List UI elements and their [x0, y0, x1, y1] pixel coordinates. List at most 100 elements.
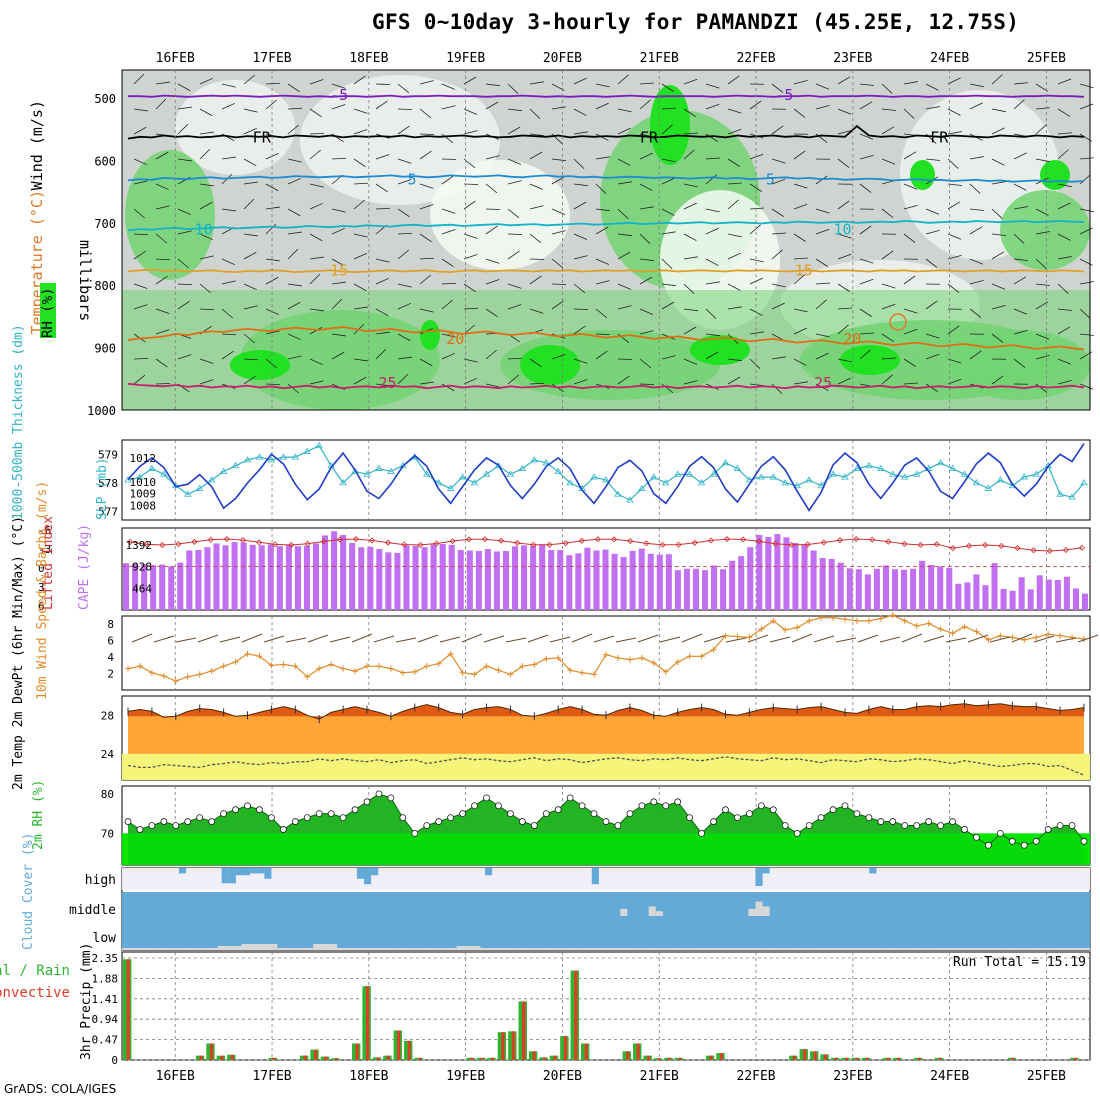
wind-marker: [460, 670, 466, 676]
rh-high-1: [230, 350, 290, 380]
cloud-low-bar: [720, 948, 732, 950]
rh-marker: [962, 826, 968, 832]
cloud-high-bar: [257, 868, 264, 873]
cape-bar: [919, 561, 925, 610]
cloud-low-bar: [158, 948, 170, 950]
surface-barb: [396, 638, 416, 642]
cloud-mid-bar: [649, 906, 656, 916]
rh-marker: [854, 811, 860, 817]
date-bottom-label: 17FEB: [252, 1069, 291, 1084]
cape-ytick: 464: [132, 582, 152, 595]
cape-bar: [575, 553, 581, 610]
cloud-low-bar: [301, 948, 313, 950]
cloud-mid-low-band: [122, 892, 1090, 950]
cloud-low-bar: [325, 944, 337, 950]
cape-bar: [422, 547, 428, 610]
wind-ytick: 8: [107, 618, 114, 631]
cloud-low-bar: [1030, 948, 1042, 950]
wind-marker: [328, 662, 334, 668]
date-top-label: 23FEB: [833, 51, 872, 66]
surface-barb: [968, 635, 988, 642]
cloud-low-bar: [206, 948, 218, 950]
rh-shade-low-band: [122, 290, 1090, 410]
cape-bar: [892, 569, 898, 610]
rh-marker: [818, 815, 824, 821]
cape-bar: [177, 563, 183, 610]
cape-bar: [467, 550, 473, 610]
wind-marker: [340, 666, 346, 672]
cloud-level-label: low: [93, 931, 117, 946]
precip-legend-convective: Convective: [0, 985, 70, 1001]
cape-bar: [512, 546, 518, 610]
cloud-low-bar: [504, 948, 516, 950]
rh-shade-12: [1000, 190, 1090, 270]
cloud-low-bar: [708, 948, 720, 950]
wind-marker: [687, 653, 693, 659]
convective-bar: [376, 1057, 379, 1060]
cloud-low-bar: [911, 948, 923, 950]
cloud-low-bar: [887, 948, 899, 950]
convective-bar: [866, 1058, 869, 1060]
below-24-band: [122, 754, 1090, 780]
surface-barb: [132, 634, 152, 642]
cloud-low-bar: [349, 948, 361, 950]
wind-marker: [926, 620, 932, 626]
rh-marker: [985, 842, 991, 848]
cloud-low-bar: [743, 948, 755, 950]
cape-bar: [955, 584, 961, 610]
date-bottom-label: 20FEB: [543, 1069, 582, 1084]
slp-ylabel: SLP (mb): [95, 457, 110, 520]
cloud-low-bar: [863, 948, 875, 950]
convective-bar: [481, 1058, 484, 1060]
cape-bar: [458, 550, 464, 610]
date-top-label: 25FEB: [1027, 51, 1066, 66]
cape-bar: [639, 549, 645, 610]
convective-bar: [1074, 1058, 1077, 1060]
slp-ytick: 1012: [130, 452, 157, 465]
cloud-mid-bar: [656, 911, 663, 916]
convective-bar: [397, 1030, 400, 1060]
rh-marker: [460, 811, 466, 817]
date-bottom-label: 23FEB: [833, 1069, 872, 1084]
temp-ylabel: 2m Temp 2m DewPt (6hr Min/Max) (°C): [11, 516, 26, 790]
rh-marker: [352, 807, 358, 813]
rh-marker: [173, 823, 179, 829]
convective-bar: [824, 1054, 827, 1060]
wind-marker: [890, 612, 896, 618]
convective-bar: [512, 1031, 515, 1060]
cape-bar: [593, 550, 599, 610]
cloud-low-bar: [803, 948, 815, 950]
cape-bar: [259, 545, 265, 610]
rh-marker: [209, 819, 215, 825]
cape-bar: [539, 544, 545, 610]
cloud-high-bar: [869, 868, 876, 873]
wind-marker: [950, 630, 956, 636]
surface-barb: [814, 636, 834, 642]
date-top-label: 19FEB: [446, 51, 485, 66]
cloud-high-bar: [250, 868, 257, 873]
cape-bar: [566, 555, 572, 610]
rh-marker: [866, 815, 872, 821]
cape-bar: [991, 563, 997, 610]
cape-bar: [1001, 589, 1007, 610]
cape-bar: [223, 545, 229, 610]
precip-ytick: 0.47: [92, 1034, 119, 1047]
cloud-low-bar: [457, 946, 469, 950]
rh-marker: [926, 819, 932, 825]
cloud-low-bar: [361, 948, 373, 950]
cloud-low-bar: [397, 948, 409, 950]
surface-barb: [792, 634, 812, 642]
cape-bar: [440, 544, 446, 610]
convective-bar: [314, 1050, 317, 1060]
rh-marker: [268, 815, 274, 821]
convective-bar: [408, 1041, 411, 1060]
cape-bar: [584, 548, 590, 610]
cloud-low-bar: [528, 948, 540, 950]
surface-barb: [418, 635, 438, 642]
credit-label: GrADS: COLA/IGES: [4, 1082, 116, 1096]
wind-marker: [400, 670, 406, 676]
surface-barb: [572, 634, 592, 642]
surface-barb: [462, 634, 482, 642]
cape-bar: [358, 547, 364, 610]
cloud-low-bar: [313, 944, 325, 950]
